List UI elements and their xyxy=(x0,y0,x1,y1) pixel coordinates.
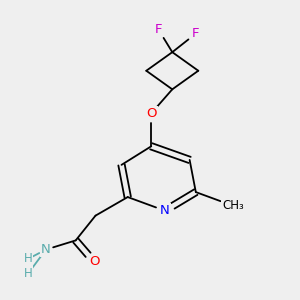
Text: CH₃: CH₃ xyxy=(222,199,244,212)
Text: F: F xyxy=(192,27,200,40)
Text: N: N xyxy=(160,204,170,217)
Text: O: O xyxy=(89,256,100,268)
Text: H: H xyxy=(23,253,32,266)
Text: O: O xyxy=(146,107,157,120)
Text: N: N xyxy=(41,243,51,256)
Text: F: F xyxy=(155,23,162,36)
Text: H: H xyxy=(23,267,32,280)
